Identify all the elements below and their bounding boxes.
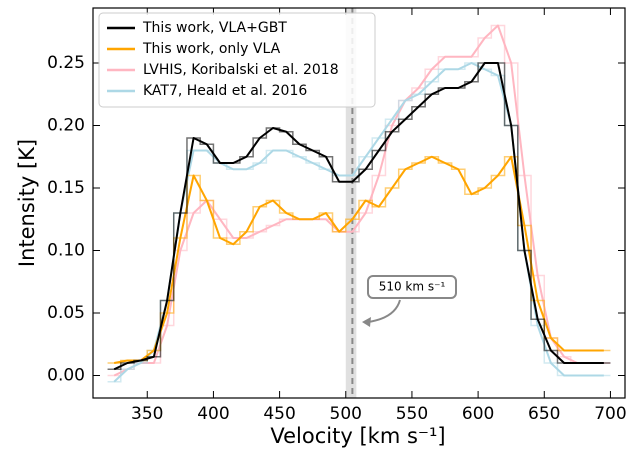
- y-tick-label: 0.25: [47, 53, 85, 73]
- x-tick-label: 500: [330, 404, 362, 424]
- legend-label: LVHIS, Koribalski et al. 2018: [143, 62, 339, 78]
- x-tick-label: 550: [396, 404, 428, 424]
- x-tick-label: 400: [197, 404, 229, 424]
- y-tick-label: 0.00: [47, 366, 85, 386]
- x-tick-label: 700: [594, 404, 626, 424]
- y-tick-label: 0.05: [47, 303, 85, 323]
- series-line: [113, 155, 604, 364]
- x-axis-label: Velocity [km s⁻¹]: [270, 424, 445, 448]
- series-line: [113, 62, 604, 371]
- legend-box: [98, 12, 376, 108]
- annotation-arrow: [367, 299, 401, 323]
- plot-frame: [92, 7, 626, 399]
- y-axis-label: Intensity [K]: [15, 139, 39, 267]
- y-tick-label: 0.10: [47, 241, 85, 261]
- annotation-arrowhead: [362, 317, 371, 327]
- legend-label: This work, VLA+GBT: [142, 20, 287, 36]
- x-tick-label: 650: [528, 404, 560, 424]
- series-line: [113, 24, 604, 377]
- legend: This work, VLA+GBT This work, only VLA LVH…: [98, 12, 376, 108]
- legend-label: KAT7, Heald et al. 2016: [143, 83, 307, 99]
- annotation-box: [367, 275, 457, 299]
- legend-label: This work, only VLA: [142, 41, 281, 57]
- x-tick-label: 350: [131, 404, 163, 424]
- series-steps: [107, 156, 611, 364]
- y-tick-label: 0.20: [47, 116, 85, 136]
- velocity-band: [345, 8, 357, 398]
- x-tick-label: 600: [462, 404, 494, 424]
- x-tick-label: 450: [263, 404, 295, 424]
- y-tick-label: 0.15: [47, 178, 85, 198]
- annotation-text: 510 km s⁻¹: [379, 280, 446, 294]
